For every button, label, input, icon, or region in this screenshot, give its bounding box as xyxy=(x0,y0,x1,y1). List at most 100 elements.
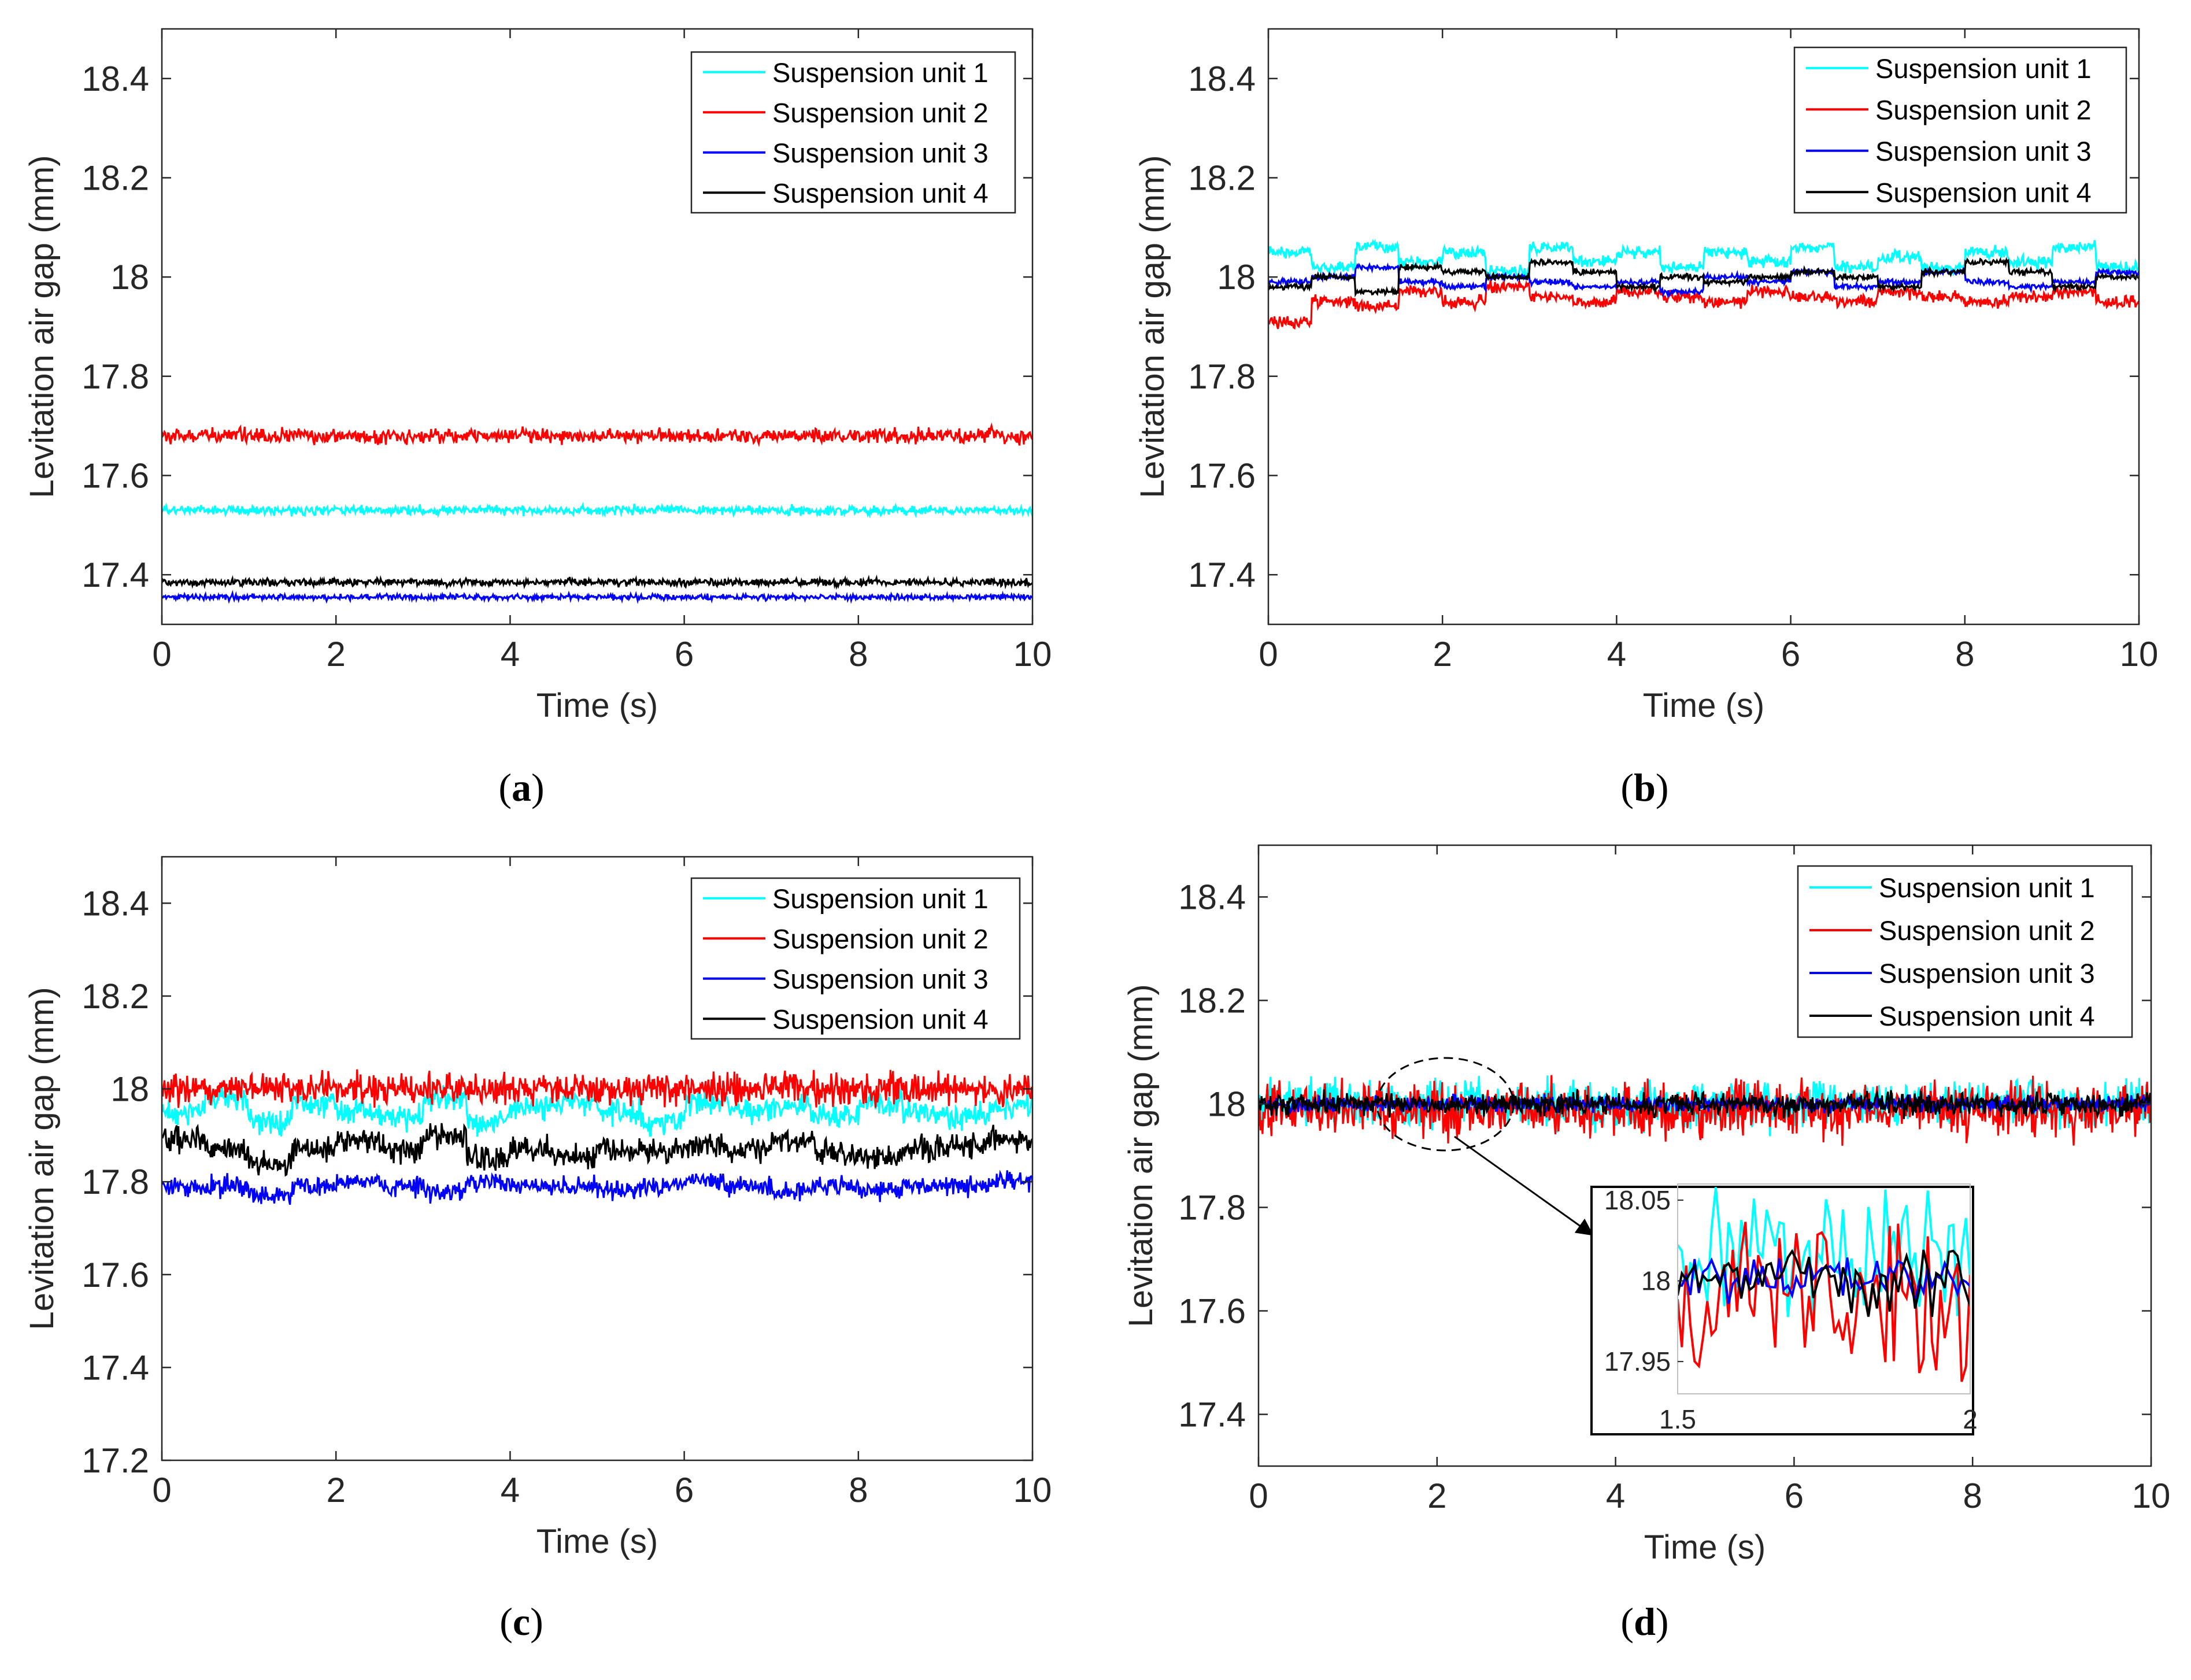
axes-box xyxy=(161,28,1034,626)
zoom-arrow xyxy=(1454,1135,1594,1236)
y-axis-title: Levitation air gap (mm) xyxy=(23,987,61,1330)
legend-label-unit-2: Suspension unit 2 xyxy=(1875,94,2092,125)
panel-c: 0 2 4 6 8 10 17.2 17.4 17.6 17.8 18 18.2 18.4 Time (s… xyxy=(23,856,1052,1644)
panel-caption: (a) xyxy=(498,765,544,809)
inset-x-tick-label: 1.5 xyxy=(1659,1404,1696,1434)
y-tick-label: 18.2 xyxy=(82,977,149,1016)
legend-box xyxy=(690,877,1021,1040)
legend-label-unit-2: Suspension unit 2 xyxy=(772,923,989,954)
series-group xyxy=(1268,239,2139,330)
legend-box xyxy=(690,51,1016,214)
legend-label-unit-1: Suspension unit 1 xyxy=(772,57,989,88)
x-tick-label: 2 xyxy=(327,1471,346,1509)
legend-label-unit-3: Suspension unit 3 xyxy=(772,138,989,168)
y-tick-label: 18 xyxy=(110,258,149,297)
legend-box xyxy=(1793,46,2127,214)
x-tick-label: 8 xyxy=(1955,635,1974,674)
x-tick-label: 10 xyxy=(2120,635,2159,674)
x-tick-label: 4 xyxy=(1606,1477,1625,1515)
y-axis-title: Levitation air gap (mm) xyxy=(23,155,61,498)
y-tick-label: 17.4 xyxy=(82,1348,149,1387)
x-tick-label: 6 xyxy=(675,635,694,674)
x-tick-label: 0 xyxy=(1259,635,1278,674)
legend: Suspension unit 1 Suspension unit 2 Suspen… xyxy=(690,51,1016,214)
x-tick-label: 10 xyxy=(1013,635,1052,674)
legend-label-unit-3: Suspension unit 3 xyxy=(1879,958,2095,989)
zoom-region-ellipse xyxy=(1376,1057,1515,1152)
series-line-unit-3 xyxy=(162,590,1032,604)
series-line-unit-3 xyxy=(162,1170,1032,1205)
x-tick-label: 8 xyxy=(849,635,868,674)
y-tick-label: 17.4 xyxy=(1188,556,1256,594)
x-axis-title: Time (s) xyxy=(536,1523,658,1560)
x-tick-label: 10 xyxy=(2132,1477,2171,1515)
axes-box xyxy=(1267,28,2140,626)
series-group xyxy=(162,1069,1032,1205)
y-tick-label: 18.2 xyxy=(1188,159,1256,198)
legend: Suspension unit 1 Suspension unit 2 Suspen… xyxy=(1797,865,2133,1038)
y-tick-label: 17.8 xyxy=(1178,1189,1246,1227)
inset-y-tick-label: 17.95 xyxy=(1604,1346,1671,1376)
inset-y-tick-label: 18.05 xyxy=(1604,1185,1671,1215)
legend-label-unit-1: Suspension unit 1 xyxy=(772,883,989,914)
x-tick-label: 6 xyxy=(1781,635,1800,674)
inset-y-tick-label: 18 xyxy=(1641,1266,1671,1296)
x-tick-label: 10 xyxy=(1013,1471,1052,1509)
series-line-unit-1 xyxy=(162,1085,1032,1137)
inset-series-unit-4 xyxy=(1678,1249,1970,1318)
legend: Suspension unit 1 Suspension unit 2 Suspen… xyxy=(1793,46,2127,214)
y-tick-label: 17.2 xyxy=(82,1441,149,1480)
x-axis-title: Time (s) xyxy=(1644,1529,1766,1566)
x-tick-label: 8 xyxy=(849,1471,868,1509)
x-axis-title: Time (s) xyxy=(536,687,658,724)
series-line-unit-4 xyxy=(162,1123,1032,1177)
legend-label-unit-1: Suspension unit 1 xyxy=(1875,53,2092,84)
series-line-unit-4 xyxy=(1259,1089,2151,1120)
y-tick-label: 17.4 xyxy=(1178,1396,1246,1434)
x-tick-label: 0 xyxy=(152,635,171,674)
inset-zoom: 1.5 2 17.95 18 18.05 xyxy=(1376,1057,1978,1435)
y-tick-label: 18.4 xyxy=(1188,60,1256,98)
inset-axes-box xyxy=(1677,1183,1971,1394)
legend-label-unit-4: Suspension unit 4 xyxy=(772,1004,989,1034)
panel-caption: (b) xyxy=(1620,765,1668,809)
legend-label-unit-2: Suspension unit 2 xyxy=(772,97,989,128)
y-tick-label: 18.4 xyxy=(1178,878,1246,917)
y-tick-label: 18.2 xyxy=(1178,982,1246,1020)
series-line-unit-1 xyxy=(162,501,1032,519)
y-axis-title: Levitation air gap (mm) xyxy=(1134,155,1171,498)
series-line-unit-2 xyxy=(162,422,1032,447)
legend-label-unit-3: Suspension unit 3 xyxy=(1875,136,2092,166)
legend-label-unit-1: Suspension unit 1 xyxy=(1879,872,2095,903)
series-line-unit-2 xyxy=(162,1069,1032,1108)
inset-x-tick-label: 2 xyxy=(1963,1404,1978,1434)
series-line-unit-1 xyxy=(1268,239,2139,279)
y-tick-label: 17.4 xyxy=(82,556,149,594)
axes-box xyxy=(1257,844,2152,1467)
y-axis-title: Levitation air gap (mm) xyxy=(1122,984,1160,1327)
legend-label-unit-2: Suspension unit 2 xyxy=(1879,915,2095,946)
y-tick-label: 18.2 xyxy=(82,159,149,198)
axes-box xyxy=(161,856,1034,1461)
legend-label-unit-3: Suspension unit 3 xyxy=(772,964,989,994)
panel-caption: (c) xyxy=(499,1600,543,1644)
y-tick-label: 17.8 xyxy=(82,1163,149,1201)
y-tick-label: 18.4 xyxy=(82,60,149,98)
x-tick-label: 2 xyxy=(1427,1477,1446,1515)
x-tick-label: 4 xyxy=(501,1471,520,1509)
legend-label-unit-4: Suspension unit 4 xyxy=(1875,177,2092,208)
y-tick-label: 18 xyxy=(1207,1085,1246,1124)
x-tick-label: 0 xyxy=(152,1471,171,1509)
x-tick-label: 6 xyxy=(675,1471,694,1509)
legend-label-unit-4: Suspension unit 4 xyxy=(772,177,989,208)
y-tick-label: 17.8 xyxy=(1188,357,1256,396)
y-tick-label: 17.6 xyxy=(1188,457,1256,495)
y-tick-label: 18 xyxy=(1217,258,1256,297)
y-tick-label: 17.6 xyxy=(82,1256,149,1294)
series-line-unit-2 xyxy=(1268,279,2139,330)
x-tick-label: 2 xyxy=(1433,635,1452,674)
x-tick-label: 0 xyxy=(1249,1477,1268,1515)
x-tick-label: 8 xyxy=(1963,1477,1982,1515)
panel-d: 0 2 4 6 8 10 17.4 17.6 17.8 18 18.2 18.4 Time (s) Lev… xyxy=(1122,844,2171,1644)
